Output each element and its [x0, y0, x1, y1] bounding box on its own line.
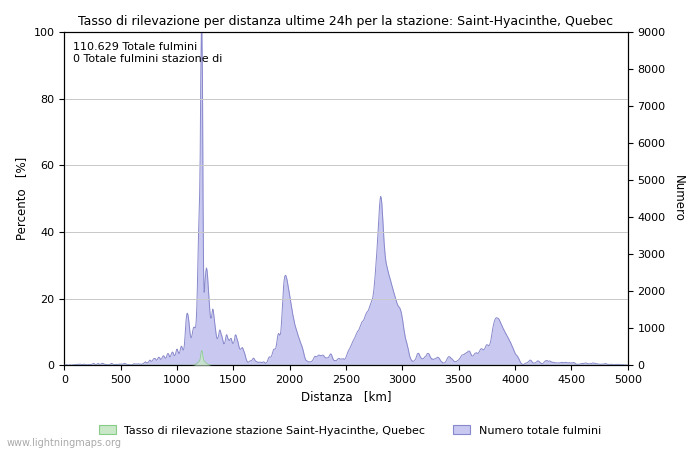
Y-axis label: Percento   [%]: Percento [%] [15, 157, 28, 240]
Legend: Tasso di rilevazione stazione Saint-Hyacinthe, Quebec, Numero totale fulmini: Tasso di rilevazione stazione Saint-Hyac… [94, 421, 606, 440]
Title: Tasso di rilevazione per distanza ultime 24h per la stazione: Saint-Hyacinthe, Q: Tasso di rilevazione per distanza ultime… [78, 15, 614, 28]
Text: www.lightningmaps.org: www.lightningmaps.org [7, 438, 122, 448]
Text: 110.629 Totale fulmini
0 Totale fulmini stazione di: 110.629 Totale fulmini 0 Totale fulmini … [73, 42, 222, 63]
X-axis label: Distanza   [km]: Distanza [km] [301, 391, 391, 404]
Y-axis label: Numero: Numero [672, 175, 685, 222]
